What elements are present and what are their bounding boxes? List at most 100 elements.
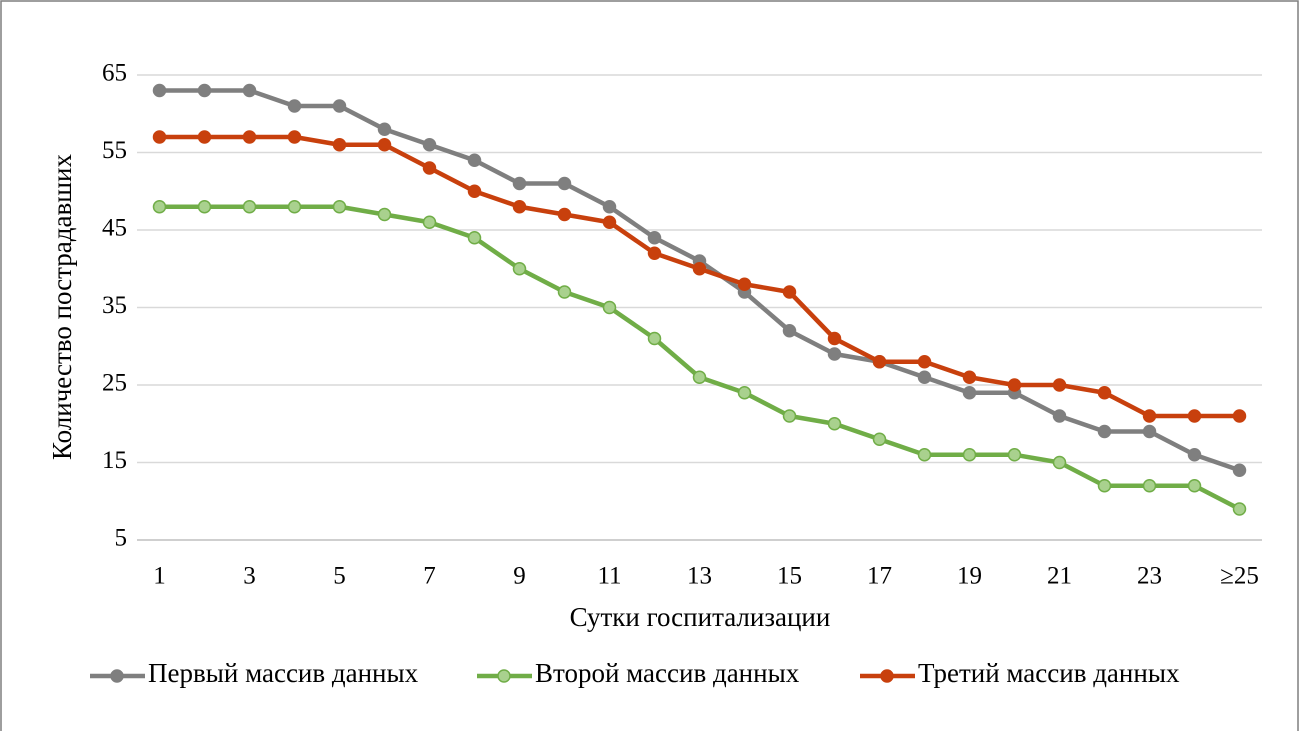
data-point [917, 448, 932, 462]
x-tick-label: 3 [243, 563, 256, 590]
data-point [602, 215, 617, 229]
data-point [1187, 409, 1202, 423]
data-point [467, 184, 482, 198]
data-point [242, 130, 257, 144]
data-point [1052, 455, 1067, 470]
data-point [287, 99, 302, 113]
data-point [512, 262, 527, 276]
y-tick-label: 55 [102, 137, 127, 164]
x-tick-label: 11 [597, 563, 621, 590]
x-tick-label: 23 [1137, 563, 1162, 590]
data-point [377, 207, 392, 222]
data-point [512, 200, 527, 214]
y-tick-label: 5 [115, 525, 128, 552]
data-point [287, 130, 302, 144]
data-point [1187, 448, 1202, 462]
data-point [962, 386, 977, 400]
data-point [557, 207, 572, 222]
data-point [1097, 386, 1112, 400]
data-point [332, 138, 347, 152]
legend-marker [110, 669, 124, 683]
data-point [737, 277, 752, 291]
legend-label: Третий массив данных [918, 658, 1180, 688]
legend-marker [880, 669, 894, 683]
data-point [782, 285, 797, 299]
data-point [917, 370, 932, 384]
data-point [962, 370, 977, 384]
data-point [872, 432, 887, 446]
data-point [242, 200, 257, 214]
data-point [422, 215, 437, 229]
data-point [1187, 479, 1202, 493]
data-point [782, 409, 797, 423]
data-point [1007, 378, 1022, 392]
data-point [827, 331, 842, 346]
y-tick-label: 45 [102, 215, 127, 242]
data-point [737, 386, 752, 400]
data-point [1142, 479, 1157, 493]
y-axis-title: Количество пострадавших [47, 154, 77, 460]
data-point [332, 200, 347, 214]
data-point [557, 285, 572, 299]
x-tick-label: 7 [423, 563, 436, 590]
data-point [197, 130, 212, 144]
y-tick-label: 65 [102, 60, 127, 87]
data-point [377, 122, 392, 136]
x-tick-label: 19 [957, 563, 982, 590]
legend-label: Второй массив данных [535, 658, 800, 688]
data-point [647, 246, 662, 260]
data-point [872, 355, 887, 369]
y-tick-label: 35 [102, 292, 127, 319]
data-point [917, 355, 932, 369]
data-point [647, 231, 662, 245]
data-point [1232, 463, 1247, 477]
data-point [467, 231, 482, 245]
data-point [1232, 409, 1247, 423]
x-tick-label: ≥25 [1220, 563, 1259, 590]
data-point [1052, 409, 1067, 423]
data-point [1097, 479, 1112, 493]
data-point [287, 200, 302, 214]
x-tick-label: 9 [513, 563, 526, 590]
x-tick-label: 17 [867, 563, 892, 590]
data-point [377, 138, 392, 152]
data-point [152, 200, 167, 214]
data-point [827, 417, 842, 431]
data-point [557, 176, 572, 191]
data-point [242, 83, 257, 98]
data-point [1142, 409, 1157, 423]
data-point [152, 130, 167, 144]
data-point [602, 200, 617, 214]
data-point [692, 262, 707, 276]
data-point [197, 83, 212, 98]
data-point [1007, 448, 1022, 462]
x-tick-label: 5 [333, 563, 346, 590]
x-tick-label: 21 [1047, 563, 1072, 590]
data-point [1052, 378, 1067, 392]
data-point [1142, 424, 1157, 439]
data-point [197, 200, 212, 214]
data-point [332, 99, 347, 113]
data-point [1097, 424, 1112, 439]
data-point [962, 448, 977, 462]
data-point [422, 138, 437, 152]
data-point [692, 370, 707, 384]
y-tick-label: 25 [102, 370, 127, 397]
data-point [782, 324, 797, 338]
x-tick-label: 15 [777, 563, 802, 590]
legend-marker [497, 669, 511, 683]
data-point [1232, 502, 1247, 516]
data-point [152, 83, 167, 98]
data-point [512, 176, 527, 191]
data-point [647, 331, 662, 346]
y-tick-label: 15 [102, 447, 127, 474]
legend-label: Первый массив данных [148, 658, 419, 688]
data-point [827, 347, 842, 361]
x-tick-label: 13 [687, 563, 712, 590]
x-tick-label: 1 [153, 563, 166, 590]
x-axis-title: Сутки госпитализации [570, 602, 831, 632]
data-point [467, 153, 482, 167]
